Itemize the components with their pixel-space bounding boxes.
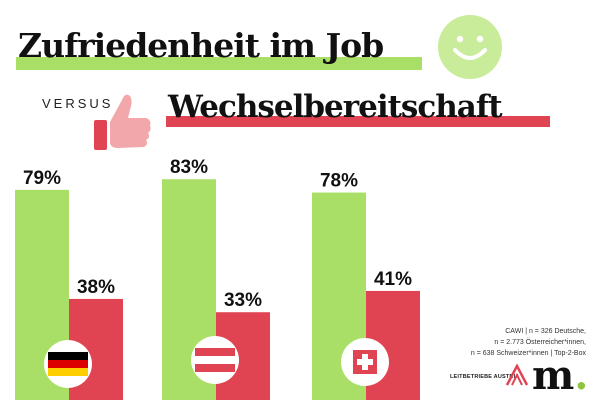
flag-switzerland-icon	[341, 338, 389, 386]
flag-germany-icon	[44, 340, 92, 388]
bar-value-label: 83%	[170, 157, 208, 178]
title-line1: Zufriedenheit im Job	[18, 26, 384, 65]
bar-value-label: 38%	[77, 277, 115, 298]
bar-value-label: 78%	[320, 171, 358, 192]
smiley-icon	[438, 15, 502, 79]
bar-value-label: 33%	[224, 290, 262, 311]
m-logo-letter: m	[532, 352, 575, 399]
title-line2: Wechselbereitschaft	[168, 89, 503, 125]
bar-value-label: 79%	[23, 168, 61, 189]
bar-value-label: 41%	[374, 269, 412, 290]
thumbs-up-icon	[94, 94, 151, 150]
leitbetriebe-logo-text: LEITBETRIEBE AUSTRIA	[450, 374, 520, 380]
m-logo: m.	[532, 356, 588, 396]
leitbetriebe-logo-mark	[506, 364, 528, 386]
title-underline-red	[166, 116, 550, 127]
flag-austria-icon	[191, 336, 239, 384]
source-note: CAWI | n = 326 Deutsche, n = 2.773 Öster…	[416, 326, 586, 359]
source-line2: n = 2.773 Österreicher*innen,	[494, 339, 586, 346]
source-line1: CAWI | n = 326 Deutsche,	[505, 328, 586, 335]
source-line3: n = 638 Schweizer*innen | Top-2-Box	[470, 350, 586, 357]
versus-label: VERSUS	[42, 96, 114, 111]
m-logo-dot: .	[574, 352, 589, 399]
title-underline-green	[16, 57, 422, 70]
